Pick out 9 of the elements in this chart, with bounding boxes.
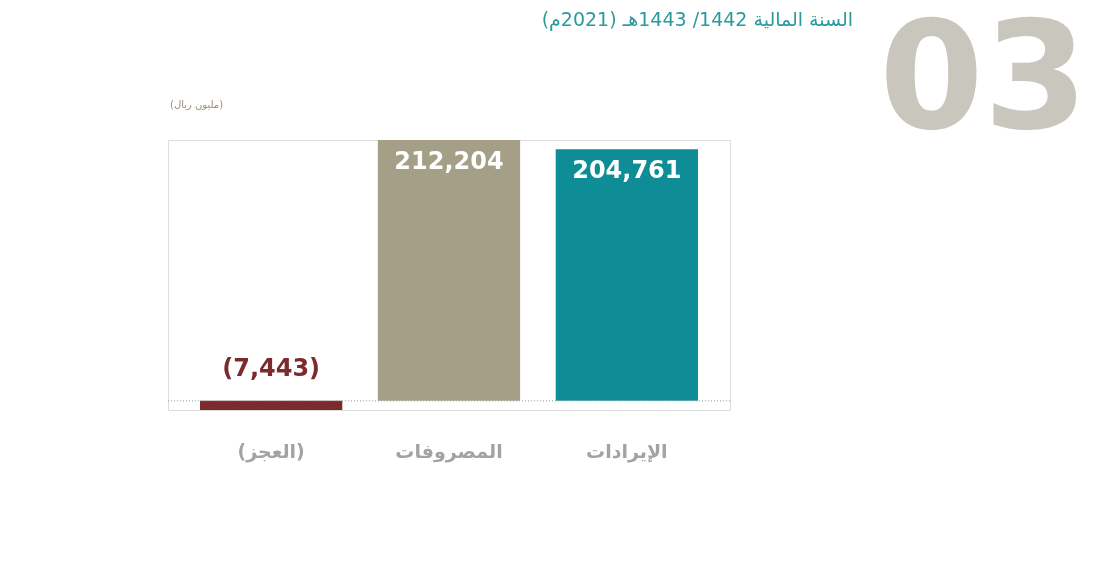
data-label: (7,443) bbox=[222, 353, 321, 382]
text: 03 bbox=[879, 0, 1088, 163]
data-label: 204,761 bbox=[572, 156, 682, 185]
chart-title: السنة المالية 1442/ 1443هـ (2021م) bbox=[541, 8, 853, 31]
x-tick-label: الإيرادات bbox=[586, 439, 668, 463]
data-label: 212,204 bbox=[394, 147, 504, 175]
y-axis-title: (مليون ريال) bbox=[170, 99, 224, 110]
x-tick-label: (العجز) bbox=[237, 439, 305, 463]
x-tick-label: المصروفات bbox=[395, 439, 503, 463]
